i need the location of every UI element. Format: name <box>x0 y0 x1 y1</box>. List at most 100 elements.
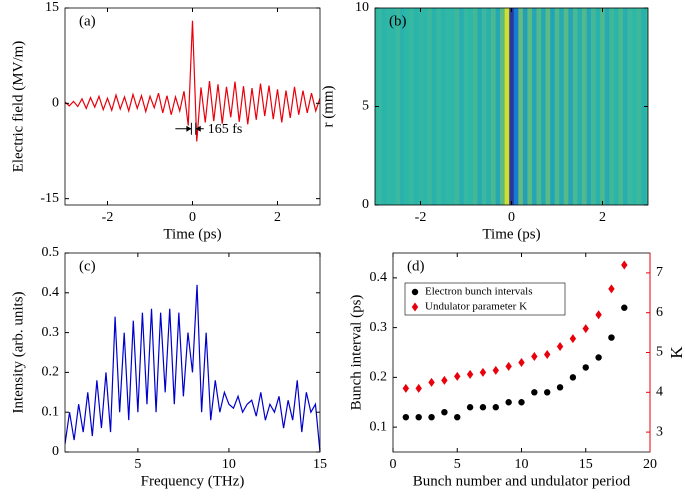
marker <box>505 361 512 371</box>
x-axis-label: Frequency (THz) <box>141 473 245 489</box>
heat-stripe <box>486 8 492 205</box>
panel-label: (b) <box>389 13 407 29</box>
heat-stripe <box>459 8 465 205</box>
x-tick-label: 10 <box>222 457 236 472</box>
heat-stripe <box>450 8 455 205</box>
marker <box>428 413 435 421</box>
marker <box>428 377 435 387</box>
heat-stripe <box>641 8 647 205</box>
y-tick-label: 0.1 <box>370 419 388 434</box>
marker <box>441 409 448 416</box>
heat-stripe <box>409 8 414 205</box>
arrow-head <box>186 125 192 132</box>
heat-stripe <box>377 8 383 205</box>
heat-stripe <box>436 8 442 205</box>
legend-box <box>404 282 566 316</box>
y-tick-label: 0.5 <box>42 245 60 260</box>
x-tick-label: 0 <box>508 210 515 225</box>
marker <box>415 383 422 393</box>
marker <box>466 369 474 379</box>
marker <box>544 349 551 359</box>
legend-marker <box>411 302 419 312</box>
y-tick-label: -15 <box>40 191 59 206</box>
heat-stripe <box>527 8 533 205</box>
heat-stripe <box>504 8 510 205</box>
marker <box>441 375 448 385</box>
x-tick-label: 20 <box>643 457 657 472</box>
y2-tick-label: 4 <box>656 385 663 400</box>
heat-stripe <box>586 8 592 205</box>
heat-stripe <box>618 8 624 205</box>
heat-stripe <box>522 8 528 205</box>
heat-stripe <box>613 8 619 205</box>
heat-stripe <box>422 8 428 205</box>
marker <box>454 371 461 381</box>
heat-stripe <box>541 8 546 205</box>
marker <box>608 284 615 294</box>
marker <box>621 260 628 270</box>
marker <box>518 399 525 406</box>
heat-stripe <box>390 8 396 205</box>
x-axis-label: Time (ps) <box>163 226 221 242</box>
heat-stripe <box>491 8 496 205</box>
x-tick-label: 0 <box>390 457 397 472</box>
y-tick-label: 0.1 <box>42 404 60 419</box>
marker <box>595 354 602 361</box>
heat-stripe <box>477 8 483 205</box>
heat-stripe <box>400 8 405 205</box>
panel: -2 0 2 0 5 10 Time (ps) r (mm) (b) <box>320 0 649 242</box>
heat-stripe <box>427 8 433 205</box>
y-tick-label: 0.3 <box>42 325 60 340</box>
heat-stripe <box>381 8 387 205</box>
heat-stripe <box>463 8 469 205</box>
plot-area <box>65 20 320 142</box>
marker <box>505 399 512 406</box>
heat-stripe <box>627 8 633 205</box>
y-tick-label: 10 <box>355 0 369 15</box>
y2-tick-label: 3 <box>656 424 663 439</box>
marker <box>402 383 410 393</box>
heat-stripe <box>609 8 615 205</box>
y-tick-label: 0 <box>52 96 59 111</box>
heat-stripe <box>509 8 515 205</box>
line <box>65 284 320 452</box>
panel-label: (c) <box>79 258 96 274</box>
heat-stripe <box>495 8 501 205</box>
y2-tick-label: 6 <box>656 305 663 320</box>
y-axis-label: Intensity (arb. units) <box>10 291 26 413</box>
marker <box>569 374 577 381</box>
heat-stripe <box>481 8 487 205</box>
marker <box>402 413 410 421</box>
y-tick-label: 0 <box>362 197 369 212</box>
marker <box>569 334 577 344</box>
marker <box>556 384 564 391</box>
y2-tick-label: 7 <box>656 265 663 280</box>
heat-stripe <box>582 8 587 205</box>
heat-stripe <box>632 8 637 205</box>
heat-stripe <box>513 8 519 205</box>
legend-label: Undulator parameter K <box>425 301 527 313</box>
heat-stripe <box>563 8 569 205</box>
plot-area <box>375 8 648 205</box>
heat-stripe <box>440 8 446 205</box>
legend: Electron bunch intervals Undulator parame… <box>404 282 566 316</box>
heat-stripe <box>431 8 437 205</box>
y-tick-label: 0.4 <box>370 270 388 285</box>
marker <box>454 413 461 421</box>
x-tick-label: 2 <box>599 210 606 225</box>
heat-stripe <box>418 8 424 205</box>
marker <box>518 357 525 367</box>
heat-stripe <box>500 8 505 205</box>
marker <box>544 389 551 396</box>
marker <box>608 334 615 341</box>
heat-stripe <box>600 8 606 205</box>
panel-label: (d) <box>407 258 425 274</box>
marker <box>621 304 628 311</box>
marker <box>531 389 538 396</box>
y-axis-label: Bunch interval (ps) <box>348 295 364 411</box>
marker <box>531 351 538 361</box>
marker <box>582 364 589 371</box>
x-tick-label: 5 <box>454 457 461 472</box>
heat-stripe <box>395 8 401 205</box>
